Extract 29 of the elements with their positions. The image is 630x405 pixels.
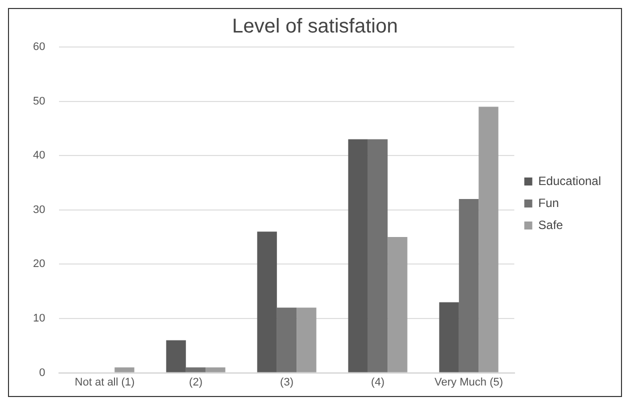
legend-label: Educational [538, 174, 602, 188]
bar [257, 232, 277, 372]
x-tick-label: Not at all (1) [74, 376, 135, 388]
y-tick-label: 30 [32, 204, 46, 216]
y-tick-label: 40 [32, 150, 46, 162]
bar [478, 106, 498, 372]
bar [276, 308, 297, 372]
y-tick-label: 10 [32, 312, 46, 325]
x-tick-label: (3) [280, 376, 294, 388]
bar [439, 302, 459, 372]
bar [458, 199, 479, 372]
bar [206, 367, 226, 372]
bar [348, 139, 368, 372]
x-tick-label: (4) [371, 376, 384, 388]
bar [296, 308, 316, 372]
y-tick-label: 60 [32, 41, 46, 54]
bar [114, 367, 134, 372]
legend-label: Fun [538, 196, 559, 210]
legend-label: Safe [538, 218, 564, 232]
bar [166, 340, 186, 372]
y-tick-label: 0 [39, 366, 46, 379]
chart-title: Level of satisfation [232, 16, 398, 38]
x-tick-label: (2) [189, 376, 202, 388]
x-tick-label: Very Much (5) [434, 376, 504, 388]
bar [186, 367, 206, 372]
y-tick-label: 50 [32, 95, 46, 108]
bar [368, 139, 388, 372]
bar [388, 237, 408, 372]
y-tick-label: 20 [32, 258, 46, 270]
